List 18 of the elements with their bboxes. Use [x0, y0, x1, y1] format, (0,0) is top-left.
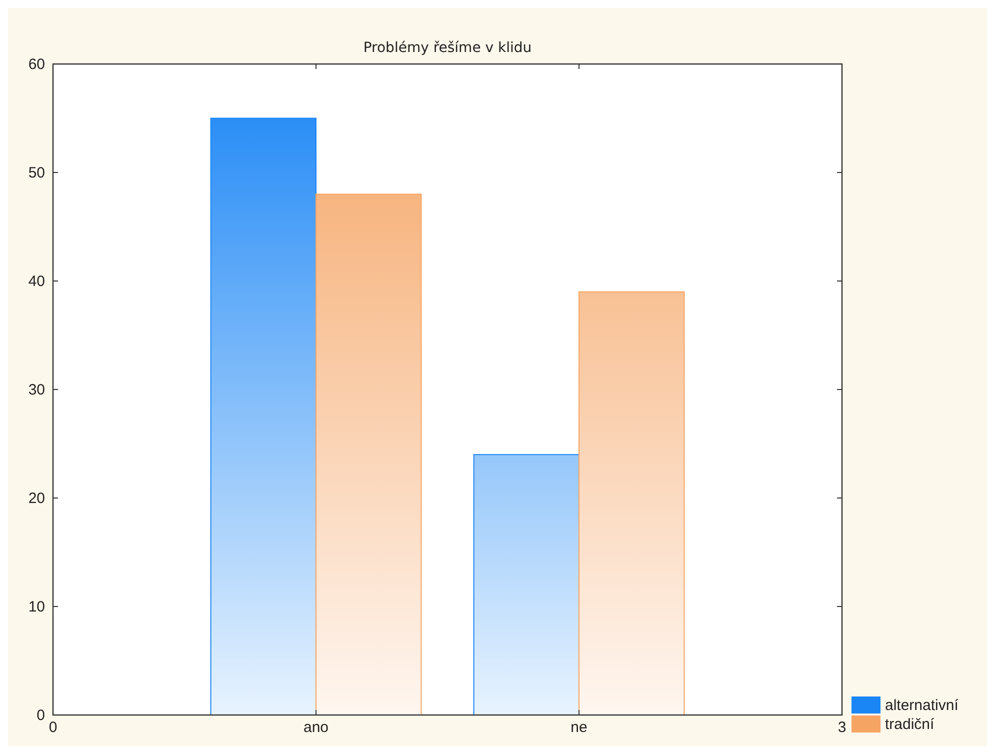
legend-label: alternativní [885, 697, 960, 714]
x-tick-label: 3 [838, 719, 846, 736]
y-tick-label: 60 [28, 56, 45, 73]
y-tick-label: 0 [36, 707, 45, 724]
legend-label: tradiční [885, 716, 936, 733]
y-tick-label: 20 [28, 490, 45, 507]
y-tick-label: 40 [28, 273, 45, 290]
bar [316, 194, 422, 716]
bar [473, 454, 580, 716]
x-tick-label: ano [303, 719, 329, 736]
chart-title: Problémy řešíme v klidu [363, 40, 532, 56]
bar [210, 118, 316, 716]
y-tick-label: 10 [28, 598, 45, 616]
x-tick-label: ne [570, 719, 588, 736]
x-tick-label: 0 [48, 719, 58, 736]
y-tick-label: 30 [28, 382, 45, 398]
bar [578, 291, 685, 716]
y-tick-label: 50 [28, 164, 45, 182]
